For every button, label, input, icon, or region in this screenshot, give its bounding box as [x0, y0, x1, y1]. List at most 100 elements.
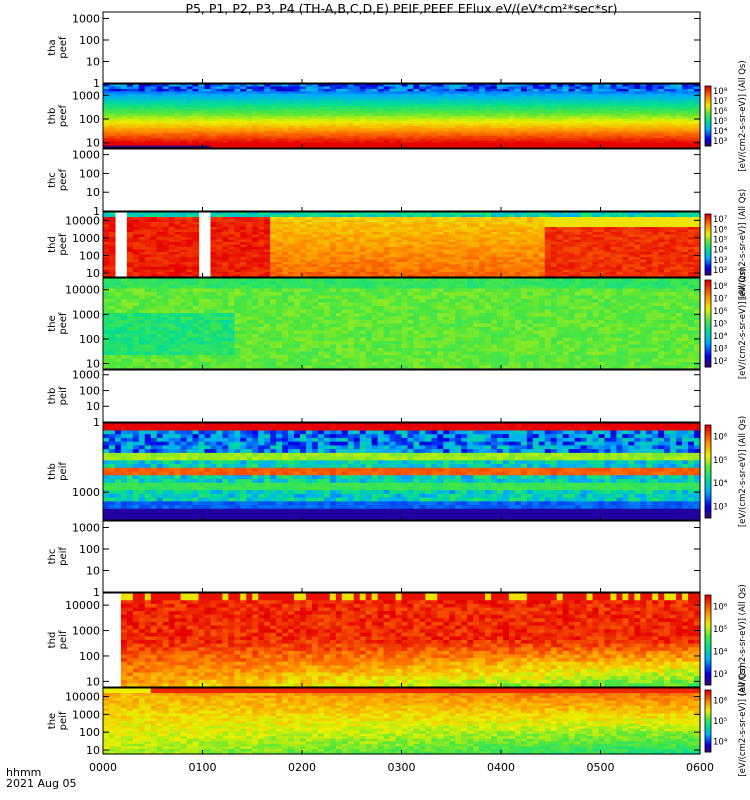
heatmap-cell: [479, 108, 486, 112]
heatmap-cell: [532, 108, 540, 112]
heatmap-cell: [592, 113, 600, 117]
heatmap-cell: [162, 222, 170, 226]
heatmap-cell: [108, 267, 116, 271]
heatmap-cell: [556, 143, 564, 147]
heatmap-cell: [377, 123, 385, 127]
heatmap-cell: [562, 138, 570, 142]
heatmap-cell: [359, 138, 367, 142]
heatmap-cell: [168, 133, 176, 137]
heatmap-cell: [258, 96, 265, 100]
heatmap-cell: [538, 103, 546, 107]
heatmap-cell: [628, 101, 635, 105]
heatmap-cell: [562, 143, 570, 147]
heatmap-cell: [634, 130, 641, 134]
heatmap-cell: [622, 101, 629, 105]
heatmap-cell: [431, 118, 438, 122]
heatmap-cell: [216, 140, 223, 144]
heatmap-cell: [126, 113, 134, 117]
heatmap-cell: [425, 96, 432, 100]
heatmap-cell: [192, 84, 200, 88]
heatmap-cell: [461, 113, 468, 117]
heatmap-cell: [676, 128, 683, 132]
heatmap-cell: [347, 113, 355, 117]
heatmap-cell: [162, 242, 170, 246]
heatmap-cell: [252, 96, 259, 100]
heatmap-cell: [126, 264, 134, 268]
heatmap-cell: [132, 96, 140, 100]
heatmap-cell: [282, 106, 289, 110]
heatmap-cell: [485, 120, 492, 124]
heatmap-cell: [359, 133, 367, 137]
heatmap-cell: [150, 101, 158, 105]
heatmap-cell: [144, 84, 152, 88]
heatmap-cell: [126, 116, 134, 120]
heatmap-cell: [174, 103, 182, 107]
heatmap-cell: [514, 113, 522, 117]
heatmap-cell: [371, 130, 379, 134]
heatmap-cell: [288, 86, 295, 90]
heatmap-cell: [270, 118, 277, 122]
heatmap-cell: [270, 103, 277, 107]
heatmap-cell: [144, 143, 152, 147]
heatmap-cell: [240, 98, 247, 102]
heatmap-cell: [132, 272, 140, 276]
heatmap-cell: [502, 133, 510, 137]
heatmap-cell: [258, 116, 265, 120]
heatmap-cell: [240, 96, 247, 100]
heatmap-cell: [329, 138, 337, 142]
heatmap-cell: [592, 135, 600, 139]
heatmap-cell: [532, 140, 540, 144]
heatmap-cell: [300, 111, 307, 115]
heatmap-cell: [162, 120, 170, 124]
heatmap-cell: [300, 96, 307, 100]
heatmap-cell: [168, 259, 176, 263]
heatmap-cell: [282, 125, 289, 129]
heatmap-cell: [604, 113, 612, 117]
colorbar-cell: [705, 119, 711, 121]
heatmap-cell: [544, 125, 552, 129]
heatmap-cell: [329, 108, 337, 112]
heatmap-cell: [443, 128, 450, 132]
heatmap-cell: [359, 113, 367, 117]
heatmap-cell: [305, 103, 313, 107]
heatmap-cell: [252, 86, 259, 90]
heatmap-cell: [455, 118, 462, 122]
heatmap-cell: [568, 88, 576, 92]
heatmap-cell: [329, 88, 337, 92]
heatmap-cell: [676, 93, 683, 97]
heatmap-cell: [341, 106, 349, 110]
heatmap-cell: [204, 96, 212, 100]
heatmap-cell: [210, 108, 218, 112]
heatmap-cell: [264, 86, 271, 90]
heatmap-cell: [455, 98, 462, 102]
heatmap-cell: [359, 140, 367, 144]
heatmap-cell: [341, 91, 349, 95]
heatmap-cell: [413, 138, 421, 142]
heatmap-cell: [491, 98, 498, 102]
heatmap-cell: [604, 106, 612, 110]
heatmap-cell: [479, 130, 486, 134]
heatmap-cell: [270, 98, 277, 102]
heatmap-cell: [389, 123, 397, 127]
heatmap-cell: [138, 101, 146, 105]
heatmap-cell: [114, 138, 122, 142]
heatmap-cell: [198, 133, 206, 137]
heatmap-cell: [580, 86, 588, 90]
heatmap-cell: [514, 145, 522, 149]
heatmap-cell: [497, 88, 504, 92]
heatmap-cell: [216, 91, 223, 95]
heatmap-cell: [485, 98, 492, 102]
heatmap-cell: [586, 125, 594, 129]
heatmap-cell: [120, 116, 128, 120]
heatmap-cell: [138, 128, 146, 132]
heatmap-cell: [688, 108, 695, 112]
heatmap-cell: [508, 106, 516, 110]
heatmap-cell: [341, 98, 349, 102]
heatmap-cell: [300, 118, 307, 122]
heatmap-cell: [335, 120, 343, 124]
heatmap-cell: [544, 140, 552, 144]
heatmap-cell: [395, 103, 403, 107]
heatmap-cell: [467, 96, 474, 100]
heatmap-cell: [162, 267, 170, 271]
heatmap-cell: [138, 224, 146, 228]
